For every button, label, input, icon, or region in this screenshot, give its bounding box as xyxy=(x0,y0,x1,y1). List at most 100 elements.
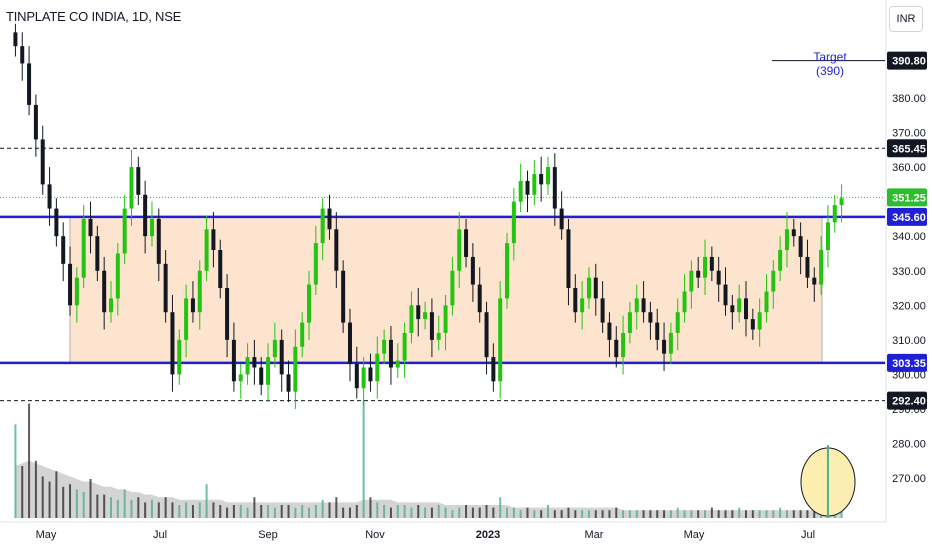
volume-bar xyxy=(608,510,611,518)
candle-body xyxy=(784,229,789,251)
volume-bar xyxy=(383,505,386,518)
volume-moving-average xyxy=(15,460,842,518)
candle-body xyxy=(13,32,18,47)
volume-bar xyxy=(96,494,99,518)
candle-body xyxy=(61,236,66,264)
price-label-box xyxy=(887,391,927,410)
candle-body xyxy=(40,139,45,185)
candle-body xyxy=(668,332,673,354)
time-tick-label: Jul xyxy=(153,529,167,541)
candle-body xyxy=(279,339,284,375)
volume-bar xyxy=(28,403,31,518)
volume-bar xyxy=(389,507,392,518)
candle-body xyxy=(231,339,236,382)
candle-body xyxy=(300,322,305,347)
volume-bar xyxy=(601,510,604,518)
volume-bar xyxy=(69,484,72,518)
volume-bar xyxy=(34,460,37,518)
volume-bar xyxy=(656,510,659,518)
volume-bar xyxy=(506,507,509,518)
volume-bar xyxy=(710,507,713,518)
candle-body xyxy=(177,339,182,375)
candle-body xyxy=(723,284,728,306)
volume-bar xyxy=(649,510,652,518)
volume-bar xyxy=(458,507,461,518)
volume-bar xyxy=(294,507,297,518)
volume-bar xyxy=(82,492,85,518)
volume-bar xyxy=(587,510,590,518)
candle-body xyxy=(443,305,448,333)
candle-body xyxy=(648,312,653,323)
volume-bar xyxy=(430,507,433,518)
volume-bar xyxy=(75,489,78,518)
candle-body xyxy=(313,243,318,285)
candle-body xyxy=(716,270,721,285)
volume-bar xyxy=(137,497,140,518)
price-label: 303.35 xyxy=(892,358,926,370)
volume-bar xyxy=(150,499,153,518)
volume-bar xyxy=(451,510,454,518)
candle-body xyxy=(197,270,202,313)
candle-body xyxy=(416,305,421,320)
volume-bar xyxy=(567,507,570,518)
volume-bar xyxy=(355,505,358,518)
volume-bar xyxy=(635,510,638,518)
currency-button[interactable]: INR xyxy=(889,6,923,32)
volume-bar xyxy=(48,481,51,518)
volume-bar xyxy=(246,507,249,518)
candle-body xyxy=(409,305,414,333)
candle-body xyxy=(259,367,264,385)
price-tick-label: 270.00 xyxy=(892,473,926,485)
volume-bar xyxy=(560,510,563,518)
volume-bar xyxy=(376,502,379,518)
candle-body xyxy=(771,270,776,292)
candle-body xyxy=(518,180,523,202)
volume-bar xyxy=(704,510,707,518)
candle-body xyxy=(839,198,844,206)
candle-body xyxy=(662,339,667,354)
volume-bar xyxy=(546,505,549,518)
volume-bar xyxy=(751,510,754,518)
volume-bar xyxy=(799,510,802,518)
candle-body xyxy=(74,277,79,306)
volume-bar xyxy=(362,401,365,518)
volume-bar xyxy=(492,507,495,518)
time-tick-label: Sep xyxy=(258,529,278,541)
volume-bar xyxy=(765,510,768,518)
candle-body xyxy=(477,284,482,313)
volume-bar xyxy=(840,510,843,518)
volume-bar xyxy=(62,486,65,518)
candle-body xyxy=(272,339,277,358)
volume-bar xyxy=(444,507,447,518)
volume-bar xyxy=(164,497,167,518)
time-tick-label: Mar xyxy=(585,529,604,541)
price-label-box xyxy=(887,353,927,372)
candle-body xyxy=(600,298,605,323)
candle-body xyxy=(743,298,748,320)
volume-bar xyxy=(642,510,645,518)
candle-body xyxy=(361,367,366,389)
candle-body xyxy=(382,339,387,354)
candle-body xyxy=(614,339,619,358)
volume-bar xyxy=(171,502,174,518)
candle-body xyxy=(245,357,250,375)
volume-bar xyxy=(697,510,700,518)
price-label: 351.25 xyxy=(892,192,926,204)
target-annotation-value: (390) xyxy=(816,64,844,78)
candle-body xyxy=(778,250,783,271)
candle-body xyxy=(402,332,407,361)
volume-bar xyxy=(205,484,208,518)
volume-bar xyxy=(540,510,543,518)
volume-bar xyxy=(342,507,345,518)
candle-body xyxy=(696,270,701,278)
candle-body xyxy=(204,229,209,271)
candle-body xyxy=(211,229,216,251)
candle-body xyxy=(327,208,332,230)
volume-bar xyxy=(116,499,119,518)
volume-bar xyxy=(533,510,536,518)
volume-bar xyxy=(676,507,679,518)
candle-body xyxy=(129,167,134,209)
volume-bar xyxy=(314,505,317,518)
